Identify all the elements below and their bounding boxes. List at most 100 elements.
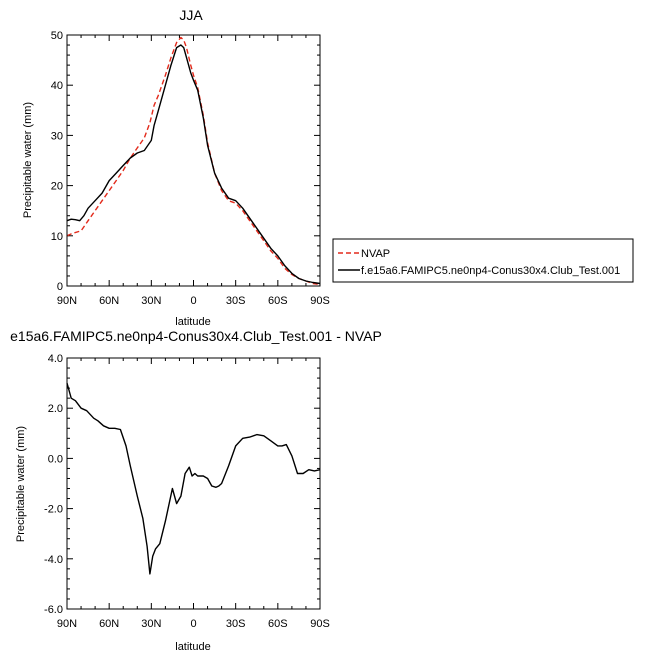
- top-chart-data-point: [153, 104, 155, 106]
- top-chart-data-point: [249, 217, 251, 219]
- top-chart-x-tick-label: 30S: [226, 295, 246, 307]
- bottom-chart-data-point: [203, 475, 205, 477]
- bottom-chart-data-point: [197, 475, 199, 477]
- top-chart-title: JJA: [179, 7, 203, 23]
- bottom-chart-x-tick-label: 60S: [268, 618, 288, 630]
- top-chart-data-point: [312, 282, 314, 284]
- bottom-chart-data-point: [146, 545, 148, 547]
- bottom-chart-data-point: [211, 485, 213, 487]
- top-chart-data-point: [221, 187, 223, 189]
- bottom-chart-data-point: [221, 483, 223, 485]
- bottom-chart-data-point: [207, 478, 209, 480]
- top-chart-x-tick-label: 0: [190, 295, 196, 307]
- top-chart-data-point: [170, 64, 172, 66]
- top-chart-data-point: [203, 117, 205, 119]
- bottom-chart-data-point: [218, 485, 220, 487]
- top-chart-data-point: [186, 47, 188, 49]
- top-chart-data-point: [87, 207, 89, 209]
- bottom-chart-data-point: [176, 503, 178, 505]
- bottom-chart-data-point: [165, 520, 167, 522]
- top-chart-data-point: [190, 72, 192, 74]
- bottom-chart-data-point: [249, 436, 251, 438]
- bottom-chart-data-point: [191, 475, 193, 477]
- bottom-chart-data-point: [188, 466, 190, 468]
- bottom-chart-data-point: [291, 455, 293, 457]
- top-chart-y-tick-label: 10: [51, 231, 63, 243]
- bottom-chart-data-point: [270, 440, 272, 442]
- bottom-chart-data-point: [263, 435, 265, 437]
- bottom-chart-data-point: [235, 445, 237, 447]
- top-chart-data-point: [263, 238, 265, 240]
- bottom-chart-title: e15a6.FAMIPC5.ne0np4-Conus30x4.Club_Test…: [10, 328, 382, 344]
- top-chart-data-point: [122, 170, 124, 172]
- top-chart-x-tick-label: 90N: [57, 295, 77, 307]
- top-chart-data-point: [149, 122, 151, 124]
- top-chart-data-point: [180, 37, 182, 39]
- top-chart-data-point: [207, 145, 209, 147]
- top-chart-data-point: [72, 232, 74, 234]
- bottom-chart-data-point: [314, 470, 316, 472]
- top-chart-data-point: [129, 157, 131, 159]
- bottom-chart-y-tick-label: -4.0: [44, 554, 63, 566]
- bottom-chart-y-tick-label: 4.0: [48, 353, 63, 365]
- top-chart-x-tick-label: 60N: [99, 295, 119, 307]
- bottom-chart-data-point: [172, 488, 174, 490]
- bottom-chart-data-point: [200, 475, 202, 477]
- top-chart-data-point: [79, 220, 81, 222]
- top-chart-ticks: 0 10 20 30 40 50 90N 60N 30N 0 30S 60S 90S: [51, 30, 330, 307]
- top-chart-data-point: [235, 200, 237, 202]
- top-chart-data-point: [228, 197, 230, 199]
- bottom-chart-data-point: [120, 429, 122, 431]
- top-chart-data-point: [228, 200, 230, 202]
- bottom-chart-x-tick-label: 0: [190, 618, 196, 630]
- top-chart-x-tick-label: 90S: [310, 295, 330, 307]
- top-chart-data-point: [270, 248, 272, 250]
- bottom-chart-data-point: [80, 407, 82, 409]
- bottom-chart-data-point: [228, 465, 230, 467]
- top-chart-data-point: [242, 207, 244, 209]
- bottom-chart-data-point: [149, 573, 151, 575]
- bottom-chart-x-tick-label: 90N: [57, 618, 77, 630]
- bottom-chart-data-point: [302, 473, 304, 475]
- top-chart-data-point: [108, 180, 110, 182]
- bottom-chart-data-point: [97, 420, 99, 422]
- top-chart-data-point: [180, 44, 182, 46]
- bottom-chart-data-point: [103, 425, 105, 427]
- top-chart-data-point: [70, 218, 72, 220]
- bottom-chart-y-tick-label: 2.0: [48, 403, 63, 415]
- top-chart-data-point: [298, 278, 300, 280]
- bottom-chart-data-point: [297, 473, 299, 475]
- top-chart-xlabel: latitude: [175, 316, 210, 328]
- top-chart-data-point: [197, 89, 199, 91]
- bottom-chart-series-line-0: [66, 382, 321, 575]
- bottom-chart-data-point: [256, 434, 258, 436]
- bottom-chart-data-point: [194, 473, 196, 475]
- top-chart-series-line-0: [66, 36, 321, 286]
- top-chart-data-point: [270, 250, 272, 252]
- top-chart-data-point: [170, 57, 172, 59]
- bottom-chart-data-point: [70, 397, 72, 399]
- top-chart-data-point: [183, 39, 185, 41]
- top-chart-data-point: [75, 219, 77, 221]
- bottom-chart-data-point: [93, 417, 95, 419]
- legend-label-model: f.e15a6.FAMIPC5.ne0np4-Conus30x4.Club_Te…: [361, 265, 620, 277]
- top-chart-data-point: [115, 180, 117, 182]
- bottom-chart-x-tick-label: 90S: [310, 618, 330, 630]
- bottom-chart-data-point: [155, 548, 157, 550]
- bottom-chart-data-point: [285, 444, 287, 446]
- bottom-chart-data-point: [215, 486, 217, 488]
- top-chart-data-point: [94, 200, 96, 202]
- top-chart-data-point: [284, 268, 286, 270]
- bottom-chart-data-point: [142, 518, 144, 520]
- top-chart-data-point: [115, 172, 117, 174]
- top-chart-data-point: [144, 150, 146, 152]
- top-chart-data-point: [80, 230, 82, 232]
- bottom-chart-data-point: [308, 469, 310, 471]
- bottom-chart-x-tick-label: 60N: [99, 618, 119, 630]
- top-chart-data-point: [158, 94, 160, 96]
- chart-legend: NVAP f.e15a6.FAMIPC5.ne0np4-Conus30x4.Cl…: [332, 238, 634, 283]
- top-chart-data-point: [165, 74, 167, 76]
- bottom-chart-data-point: [125, 445, 127, 447]
- top-chart-y-tick-label: 40: [51, 80, 63, 92]
- top-chart-y-tick-label: 50: [51, 30, 63, 42]
